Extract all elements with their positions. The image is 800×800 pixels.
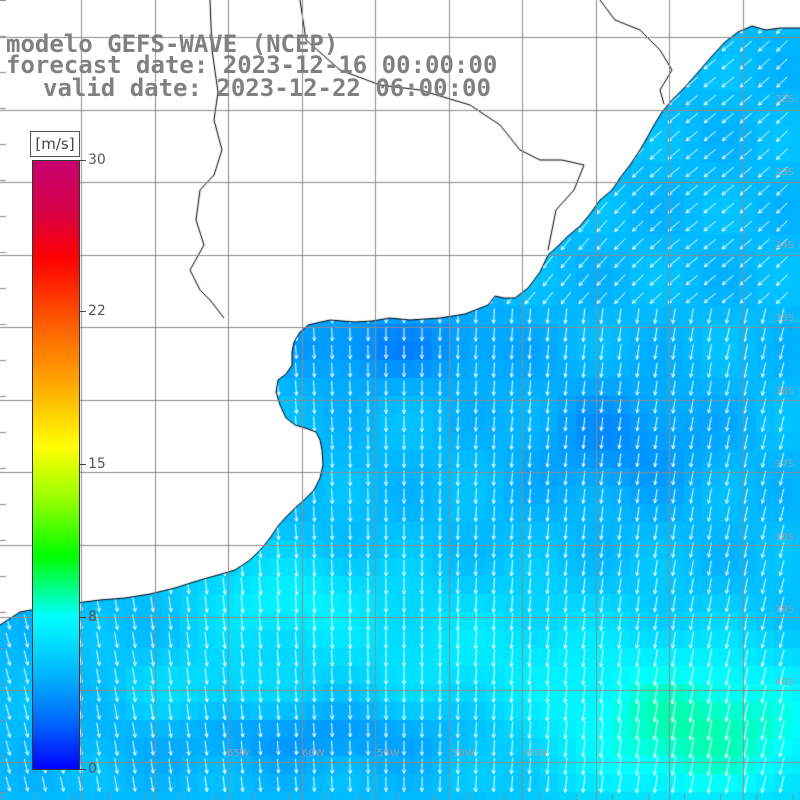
lat-label: 36S <box>775 386 795 397</box>
lon-label: 50W <box>452 748 475 759</box>
model-title: modelo GEFS-WAVE (NCEP) <box>6 30 339 58</box>
colorbar-tick: 8 <box>80 609 97 625</box>
colorbar-tick: 22 <box>80 303 106 319</box>
lat-label: 32S <box>775 94 795 105</box>
colorbar <box>32 160 80 770</box>
lat-label: 40S <box>775 677 795 688</box>
lon-label: 60W <box>302 748 325 759</box>
lat-label: 35S <box>775 313 795 324</box>
forecast-date: forecast date: 2023-12-16 00:00:00 <box>6 51 498 79</box>
colorbar-tick: 15 <box>80 456 106 472</box>
lat-label: 33S <box>775 167 795 178</box>
lat-label: 39S <box>775 604 795 615</box>
lon-label: 55W <box>377 748 400 759</box>
valid-date: valid date: 2023-12-22 06:00:00 <box>43 74 491 102</box>
lon-label: 45W <box>525 748 548 759</box>
colorbar-tick: 30 <box>80 152 106 168</box>
lat-label: 38S <box>775 532 795 543</box>
lat-label: 34S <box>775 240 795 251</box>
lat-label: 37S <box>775 459 795 470</box>
colorbar-tick: 0 <box>80 761 97 777</box>
colorbar-unit: [m/s] <box>30 131 80 157</box>
lon-label: 65W <box>227 748 250 759</box>
